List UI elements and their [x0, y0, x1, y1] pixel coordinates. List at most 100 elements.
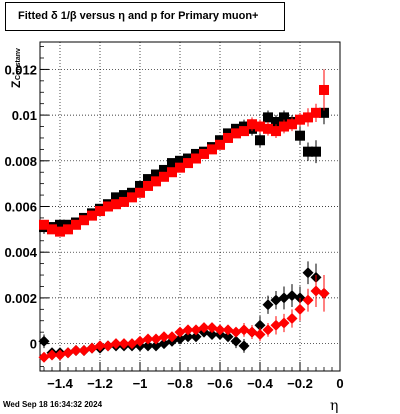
data-point-square — [151, 176, 161, 187]
data-point-diamond — [134, 335, 146, 347]
data-point-diamond — [86, 342, 98, 354]
data-point-diamond — [190, 331, 202, 343]
data-point-diamond — [254, 319, 266, 331]
x-tick-label: −0.8 — [167, 376, 193, 391]
data-point-square — [175, 162, 185, 173]
data-point-square — [239, 126, 249, 137]
data-point-square — [103, 201, 113, 212]
data-point-diamond — [142, 333, 154, 345]
data-point-square — [119, 190, 129, 201]
data-point-diamond — [254, 328, 266, 340]
data-point-diamond — [118, 338, 130, 350]
data-point-diamond — [318, 287, 330, 299]
x-tick-label: −1 — [133, 376, 148, 391]
data-point-square — [79, 215, 89, 226]
axis-tick-labels: −1.4 −1.2 −1 −0.8 −0.6 −0.4 −0.2 0 0 0.002 0.004 0.… — [4, 62, 343, 391]
data-point-square — [295, 130, 305, 141]
data-point-diamond — [158, 338, 170, 350]
y-tick-label: 0.002 — [4, 291, 37, 306]
x-tick-label: −1.2 — [87, 376, 113, 391]
x-tick-label: −0.4 — [247, 376, 273, 391]
data-point-square — [223, 132, 233, 143]
data-point-diamond — [230, 326, 242, 338]
data-point-diamond — [102, 340, 114, 352]
data-point-diamond — [246, 326, 258, 338]
x-axis-label: η — [330, 398, 339, 414]
data-point-diamond — [158, 331, 170, 343]
data-point-square — [191, 153, 201, 164]
data-point-square — [271, 126, 281, 137]
data-point-square — [279, 112, 289, 123]
data-point-diamond — [222, 324, 234, 336]
data-point-square — [255, 135, 265, 146]
data-point-square — [111, 192, 121, 203]
data-point-diamond — [294, 303, 306, 315]
data-markers — [38, 69, 330, 363]
data-point-diamond — [310, 285, 322, 297]
data-point-square — [159, 164, 169, 175]
data-point-diamond — [126, 338, 138, 350]
data-point-diamond — [270, 294, 282, 306]
series-1-square — [39, 69, 329, 237]
data-point-square — [287, 119, 297, 130]
data-point-diamond — [262, 299, 274, 311]
data-point-diamond — [286, 290, 298, 302]
data-point-diamond — [166, 331, 178, 343]
data-point-square — [263, 123, 273, 134]
data-point-square — [127, 192, 137, 203]
data-point-square — [247, 119, 257, 130]
data-point-square — [199, 148, 209, 159]
data-point-square — [279, 121, 289, 132]
data-point-square — [167, 158, 177, 169]
data-point-diamond — [206, 322, 218, 334]
data-point-diamond — [302, 294, 314, 306]
y-tick-label: 0.008 — [4, 154, 37, 169]
data-point-square — [87, 210, 97, 221]
data-point-diamond — [182, 324, 194, 336]
x-tick-label: 0 — [336, 376, 343, 391]
y-tick-label: 0.006 — [4, 200, 37, 215]
data-point-square — [255, 121, 265, 132]
data-point-square — [135, 180, 145, 191]
data-point-diamond — [38, 335, 50, 347]
y-axis-label-sub: Constanv — [15, 48, 22, 80]
data-point-square — [95, 206, 105, 217]
data-point-square — [303, 112, 313, 123]
data-point-square — [143, 180, 153, 191]
data-point-diamond — [174, 326, 186, 338]
data-point-diamond — [278, 292, 290, 304]
data-point-square — [143, 174, 153, 185]
data-point-diamond — [110, 338, 122, 350]
data-point-square — [55, 226, 65, 237]
chart-title: Fitted δ 1/β versus η and p for Primary … — [5, 2, 285, 31]
data-point-square — [63, 224, 73, 235]
data-point-diamond — [238, 324, 250, 336]
data-point-square — [311, 107, 321, 118]
data-point-square — [231, 128, 241, 139]
data-point-square — [319, 107, 329, 118]
footer-timestamp: Wed Sep 18 16:34:32 2024 — [3, 400, 103, 409]
data-point-square — [215, 139, 225, 150]
data-point-square — [271, 116, 281, 127]
data-point-square — [151, 169, 161, 180]
data-point-diamond — [206, 328, 218, 340]
data-point-diamond — [270, 319, 282, 331]
data-point-diamond — [150, 340, 162, 352]
data-point-square — [319, 84, 329, 95]
data-point-square — [167, 167, 177, 178]
data-point-diamond — [46, 349, 58, 361]
data-point-diamond — [182, 331, 194, 343]
data-point-square — [111, 199, 121, 210]
data-point-square — [295, 114, 305, 125]
series-3-diamond — [38, 275, 330, 363]
grid-lines — [40, 42, 340, 371]
data-point-square — [175, 155, 185, 166]
data-point-diamond — [70, 344, 82, 356]
data-point-square — [39, 219, 49, 230]
y-tick-label: 0.01 — [12, 108, 37, 123]
y-tick-label: 0.004 — [4, 245, 37, 260]
x-tick-label: −1.4 — [47, 376, 73, 391]
data-point-diamond — [286, 312, 298, 324]
data-point-square — [135, 187, 145, 198]
